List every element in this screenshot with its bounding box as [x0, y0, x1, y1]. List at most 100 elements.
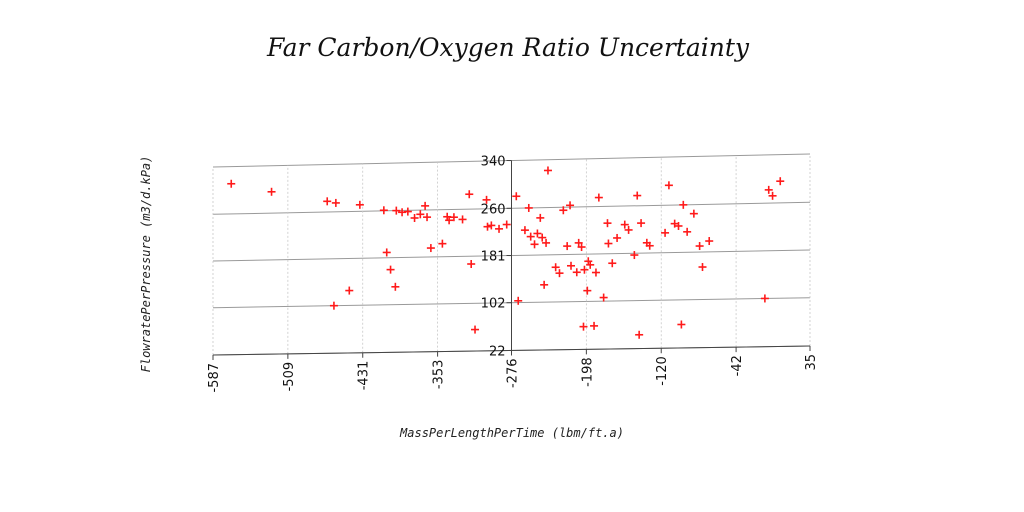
- data-point: [633, 191, 642, 200]
- x-tick-label: 35: [804, 354, 819, 371]
- data-point: [591, 268, 600, 277]
- data-point: [764, 185, 773, 194]
- data-point: [449, 213, 458, 222]
- x-tick-label: -587: [207, 363, 222, 393]
- data-point: [331, 198, 340, 207]
- data-point: [613, 233, 622, 242]
- data-point: [594, 193, 603, 202]
- data-point: [329, 301, 338, 310]
- data-point: [426, 244, 435, 253]
- data-point: [536, 213, 545, 222]
- data-point: [551, 263, 560, 272]
- data-point: [410, 213, 419, 222]
- x-tick-label: -509: [282, 362, 297, 392]
- data-point: [512, 192, 521, 201]
- data-point: [635, 330, 644, 339]
- data-point: [471, 325, 480, 334]
- data-point: [637, 219, 646, 228]
- plot-frame: [212, 160, 811, 356]
- data-point: [608, 259, 617, 268]
- data-point: [590, 321, 599, 330]
- data-point: [555, 269, 564, 278]
- data-point: [502, 220, 511, 229]
- data-point: [543, 166, 552, 175]
- data-point: [574, 238, 583, 247]
- y-axis-label: FlowratePerPressure (m3/d.kPa): [139, 156, 153, 373]
- data-point: [524, 203, 533, 212]
- data-point: [423, 213, 432, 222]
- data-point: [438, 239, 447, 248]
- data-point: [599, 293, 608, 302]
- data-point: [567, 261, 576, 270]
- x-tick-label: -42: [730, 355, 745, 376]
- y-tick-label: 22: [489, 345, 506, 360]
- data-point: [679, 200, 688, 209]
- y-tick-label: 102: [481, 297, 506, 312]
- x-tick-label: -431: [357, 361, 372, 391]
- data-point: [495, 224, 504, 233]
- data-point: [683, 227, 692, 236]
- data-point: [695, 242, 704, 251]
- data-point: [465, 190, 474, 199]
- data-point: [458, 215, 467, 224]
- y-tick-label: 340: [481, 155, 506, 170]
- data-point: [538, 233, 547, 242]
- data-point: [467, 259, 476, 268]
- data-point: [540, 280, 549, 289]
- data-point: [542, 238, 551, 247]
- data-point: [483, 222, 492, 231]
- data-point: [674, 221, 683, 230]
- data-point: [768, 191, 777, 200]
- x-tick-label: -120: [655, 356, 670, 386]
- data-point: [620, 220, 629, 229]
- data-point: [323, 197, 332, 206]
- data-point: [661, 228, 670, 237]
- data-point: [355, 200, 364, 209]
- chart-title: Far Carbon/Oxygen Ratio Uncertainty: [266, 33, 750, 62]
- data-point: [445, 216, 454, 225]
- data-point: [776, 177, 785, 186]
- x-tick-label: -353: [432, 360, 447, 390]
- data-point: [580, 265, 589, 274]
- data-point: [705, 237, 714, 246]
- data-point: [530, 240, 539, 249]
- data-point: [563, 242, 572, 251]
- data-point: [645, 241, 654, 250]
- x-tick-label: -198: [580, 357, 595, 387]
- data-point: [579, 322, 588, 331]
- y-axis-ticks: 22 102 181 260 340: [481, 155, 512, 360]
- data-point: [586, 260, 595, 269]
- data-point: [392, 206, 401, 215]
- x-tick-label: -276: [506, 359, 521, 389]
- data-point: [664, 181, 673, 190]
- data-point: [526, 232, 535, 241]
- data-point: [533, 229, 542, 238]
- data-point: [559, 206, 568, 215]
- data-point: [583, 286, 592, 295]
- data-point: [416, 210, 425, 219]
- x-axis-label: MassPerLengthPerTime (lbm/ft.a): [399, 426, 624, 440]
- data-point: [386, 265, 395, 274]
- data-point: [379, 206, 388, 215]
- data-point: [482, 195, 491, 204]
- data-point: [227, 179, 236, 188]
- data-point: [403, 207, 412, 216]
- data-point: [487, 221, 496, 230]
- data-point: [604, 239, 613, 248]
- data-point: [345, 286, 354, 295]
- data-point: [391, 282, 400, 291]
- y-tick-label: 181: [481, 250, 506, 265]
- data-point: [514, 296, 523, 305]
- y-tick-label: 260: [481, 202, 506, 217]
- data-point: [267, 187, 276, 196]
- data-point: [577, 243, 586, 252]
- x-axis-ticks: -587 -509 -431 -353 -276 -198 -120 -42 35: [207, 346, 819, 393]
- data-point: [572, 268, 581, 277]
- data-point: [382, 248, 391, 257]
- data-point: [689, 209, 698, 218]
- data-point: [566, 201, 575, 210]
- data-point: [421, 201, 430, 210]
- data-point: [624, 225, 633, 234]
